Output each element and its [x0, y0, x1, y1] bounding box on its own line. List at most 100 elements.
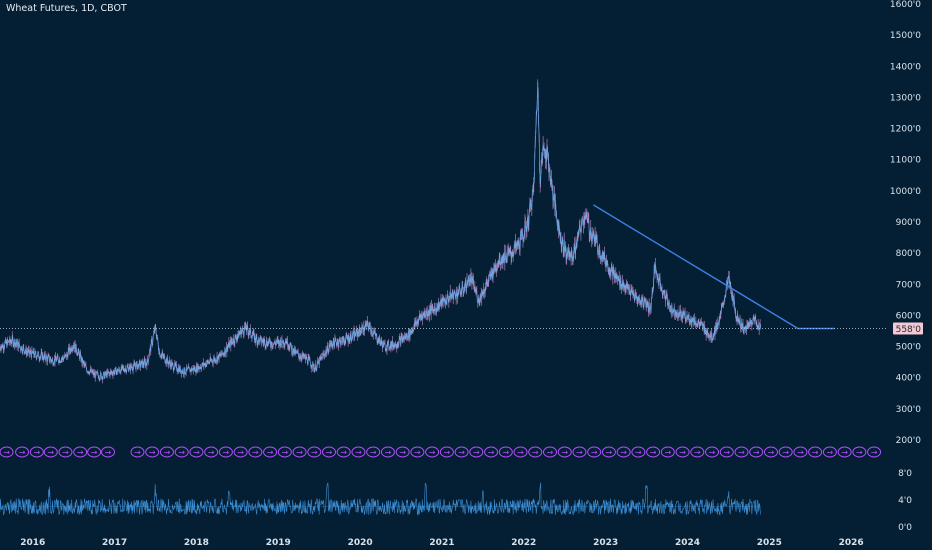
x-tick-label: 2018 [184, 538, 209, 548]
event-marker [705, 446, 720, 458]
event-marker-label: → [77, 448, 84, 457]
chart-title: Wheat Futures, 1D, CBOT [6, 3, 127, 14]
event-marker-label: → [164, 448, 171, 457]
event-marker [218, 446, 233, 458]
event-marker-label: → [753, 448, 760, 457]
event-marker [719, 446, 734, 458]
event-marker [189, 446, 204, 458]
event-marker [793, 446, 808, 458]
price-tick-label: 1500'0 [890, 31, 921, 41]
event-marker [58, 446, 73, 458]
event-marker-label: → [326, 448, 333, 457]
event-marker-label: → [444, 448, 451, 457]
event-marker-label: → [827, 448, 834, 457]
x-tick-label: 2024 [675, 538, 700, 548]
event-marker [439, 446, 454, 458]
event-marker [174, 446, 189, 458]
event-marker [646, 446, 661, 458]
event-marker [601, 446, 616, 458]
event-marker-label: → [105, 448, 112, 457]
event-marker-label: → [841, 448, 848, 457]
x-tick-label: 2016 [20, 538, 45, 548]
event-marker [73, 446, 88, 458]
event-marker [778, 446, 793, 458]
event-marker-label: → [812, 448, 819, 457]
event-marker [130, 446, 145, 458]
event-marker-label: → [223, 448, 230, 457]
price-tick-label: 1400'0 [890, 62, 921, 72]
event-marker-label: → [149, 448, 156, 457]
event-marker-label: → [399, 448, 406, 457]
event-marker [43, 446, 58, 458]
event-marker [263, 446, 278, 458]
x-tick-label: 2022 [511, 538, 536, 548]
price-tick-label: 600'0 [896, 311, 922, 321]
event-marker [542, 446, 557, 458]
event-marker [425, 446, 440, 458]
volume-tick-label: 0'0 [898, 523, 912, 533]
last-price-badge [893, 322, 923, 335]
event-marker [101, 446, 116, 458]
event-marker-label: → [33, 448, 40, 457]
x-tick-label: 2021 [429, 538, 454, 548]
event-marker [366, 446, 381, 458]
x-tick-label: 2020 [348, 538, 373, 548]
event-marker-label: → [281, 448, 288, 457]
event-marker-label: → [856, 448, 863, 457]
event-marker-label: → [679, 448, 686, 457]
event-marker-label: → [3, 448, 10, 457]
price-tick-label: 300'0 [896, 405, 922, 415]
event-marker-label: → [782, 448, 789, 457]
last-price-label: 558'0 [896, 325, 922, 335]
event-marker [749, 446, 764, 458]
event-marker [867, 446, 882, 458]
event-marker [292, 446, 307, 458]
event-marker-label: → [635, 448, 642, 457]
event-marker [763, 446, 778, 458]
event-marker [380, 446, 395, 458]
price-tick-label: 700'0 [896, 280, 922, 290]
event-marker-label: → [237, 448, 244, 457]
event-marker [395, 446, 410, 458]
event-marker-label: → [709, 448, 716, 457]
event-marker-label: → [532, 448, 539, 457]
price-tick-label: 1100'0 [890, 156, 921, 166]
event-marker [587, 446, 602, 458]
event-marker [675, 446, 690, 458]
event-marker [0, 446, 14, 458]
event-marker [498, 446, 513, 458]
event-marker-label: → [547, 448, 554, 457]
event-marker [454, 446, 469, 458]
event-marker-label: → [488, 448, 495, 457]
event-marker-label: → [193, 448, 200, 457]
trendline [593, 204, 835, 330]
event-marker [248, 446, 263, 458]
x-tick-label: 2019 [266, 538, 291, 548]
price-tick-label: 400'0 [896, 374, 922, 384]
event-marker-label: → [871, 448, 878, 457]
event-marker [557, 446, 572, 458]
x-tick-label: 2023 [593, 538, 618, 548]
event-marker-label: → [134, 448, 141, 457]
event-marker-label: → [91, 448, 98, 457]
event-marker [307, 446, 322, 458]
event-marker-label: → [385, 448, 392, 457]
event-marker-label: → [561, 448, 568, 457]
price-tick-label: 1200'0 [890, 125, 921, 135]
event-marker [852, 446, 867, 458]
event-marker [822, 446, 837, 458]
event-marker [15, 446, 30, 458]
event-marker-label: → [576, 448, 583, 457]
event-marker [484, 446, 499, 458]
event-marker [528, 446, 543, 458]
event-marker-label: → [473, 448, 480, 457]
event-marker-label: → [340, 448, 347, 457]
event-marker [631, 446, 646, 458]
event-marker-label: → [429, 448, 436, 457]
event-marker-label: → [252, 448, 259, 457]
event-marker [29, 446, 44, 458]
event-marker [145, 446, 160, 458]
volume-tick-label: 8'0 [898, 469, 912, 479]
event-marker [734, 446, 749, 458]
